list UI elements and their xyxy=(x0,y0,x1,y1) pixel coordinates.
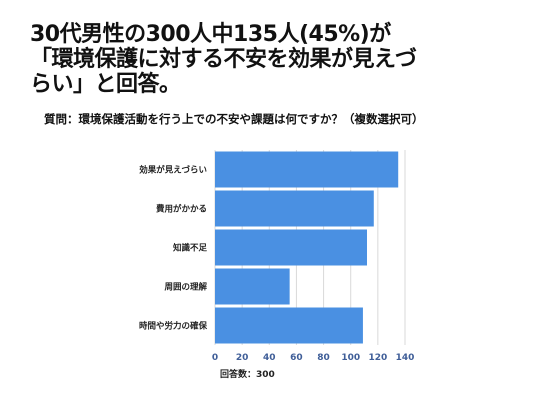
category-label: 周囲の理解 xyxy=(164,282,207,293)
category-label: 時間や労力の確保 xyxy=(139,321,208,332)
bar xyxy=(215,307,363,344)
chart-subtitle-question: 質問：環境保護活動を行う上での不安や課題は何ですか？（複数選択可） xyxy=(44,112,424,126)
x-tick-label: 60 xyxy=(290,353,303,363)
x-tick-label: 40 xyxy=(263,353,276,363)
title-line-1: 30代男性の300人中135人(45%)が xyxy=(30,22,391,47)
category-label: 効果が見えづらい xyxy=(139,165,207,176)
x-tick-label: 100 xyxy=(341,353,360,363)
bar xyxy=(215,268,290,305)
x-tick-labels: 0 20 40 60 80 100 120 140 xyxy=(212,353,415,363)
title-line-2: 「環境保護に対する不安を効果が見えづ xyxy=(30,47,417,72)
x-tick-label: 20 xyxy=(236,353,249,363)
x-tick-label: 120 xyxy=(368,353,387,363)
title-line-3: らい」と回答。 xyxy=(30,72,181,97)
x-tick-label: 140 xyxy=(396,353,415,363)
x-tick-label: 80 xyxy=(317,353,330,363)
bar xyxy=(215,190,374,227)
x-tick-label: 0 xyxy=(212,353,218,363)
x-axis-label: 回答数：300 xyxy=(220,368,275,380)
category-label: 費用がかかる xyxy=(155,204,207,215)
bar xyxy=(215,151,399,188)
chart-title: 30代男性の300人中135人(45%)が 「環境保護に対する不安を効果が見えづ… xyxy=(30,22,530,97)
bar xyxy=(215,229,367,266)
bars xyxy=(215,151,399,344)
category-label: 知識不足 xyxy=(173,243,208,254)
